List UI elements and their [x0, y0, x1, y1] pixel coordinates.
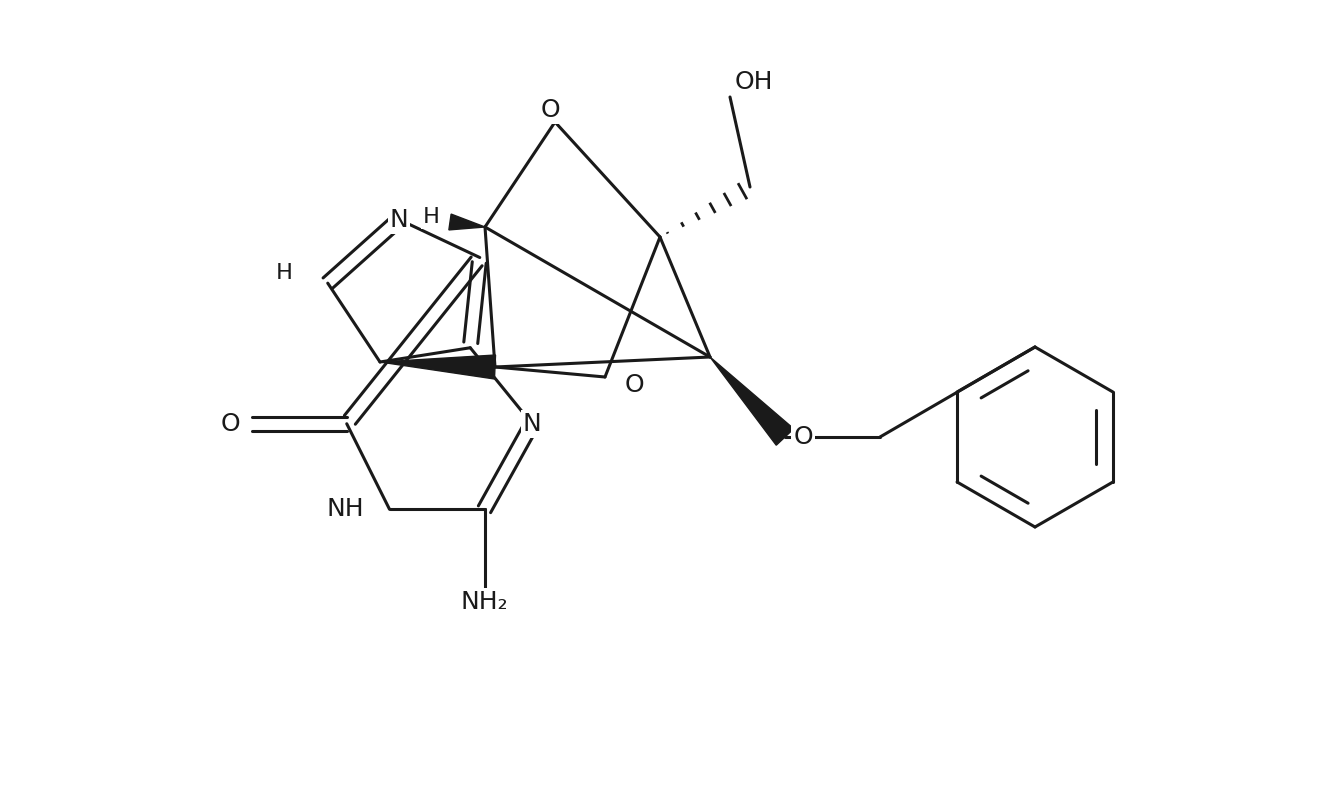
Text: H: H [276, 263, 292, 284]
Polygon shape [449, 214, 485, 230]
Text: NH₂: NH₂ [461, 590, 509, 614]
Text: N: N [523, 412, 542, 436]
Polygon shape [710, 357, 794, 445]
Text: NH: NH [327, 497, 364, 521]
Text: H: H [424, 207, 440, 227]
Text: O: O [793, 425, 813, 449]
Text: OH: OH [734, 70, 773, 94]
Polygon shape [380, 355, 495, 379]
Text: O: O [625, 373, 644, 397]
Text: O: O [540, 98, 560, 122]
Text: N: N [389, 208, 409, 231]
Text: O: O [220, 412, 240, 436]
